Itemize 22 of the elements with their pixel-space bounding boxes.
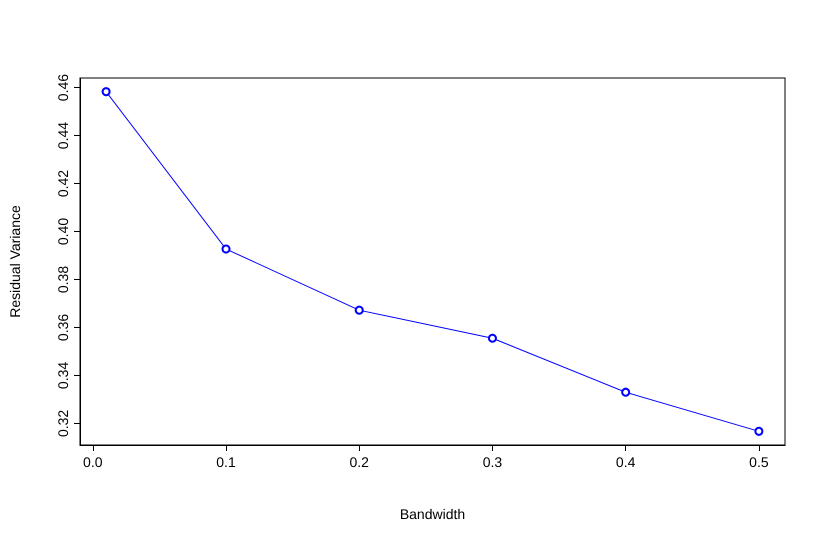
y-tick-label: 0.32 — [55, 410, 71, 438]
point — [488, 334, 497, 343]
x-tick-label: 0.4 — [616, 454, 636, 470]
y-tick-label: 0.36 — [55, 314, 71, 342]
y-tick-label: 0.44 — [55, 122, 71, 150]
y-tick-label: 0.40 — [55, 218, 71, 246]
x-tick-label: 0.0 — [83, 454, 103, 470]
y-tick-label: 0.46 — [55, 74, 71, 102]
x-tick-label: 0.3 — [482, 454, 502, 470]
point — [222, 244, 231, 254]
x-tick-label: 0.1 — [216, 454, 236, 470]
y-tick-label: 0.38 — [55, 266, 71, 294]
x-tick-label: 0.5 — [749, 454, 769, 470]
point — [621, 388, 630, 397]
x-axis-title: Bandwidth — [400, 506, 466, 522]
y-tick-label: 0.42 — [55, 170, 71, 198]
x-tick-label: 0.2 — [349, 454, 370, 470]
point — [102, 87, 111, 96]
point — [354, 306, 364, 315]
y-axis-title: Residual Variance — [7, 205, 23, 318]
y-tick-label: 0.34 — [55, 362, 71, 390]
point — [754, 426, 764, 436]
